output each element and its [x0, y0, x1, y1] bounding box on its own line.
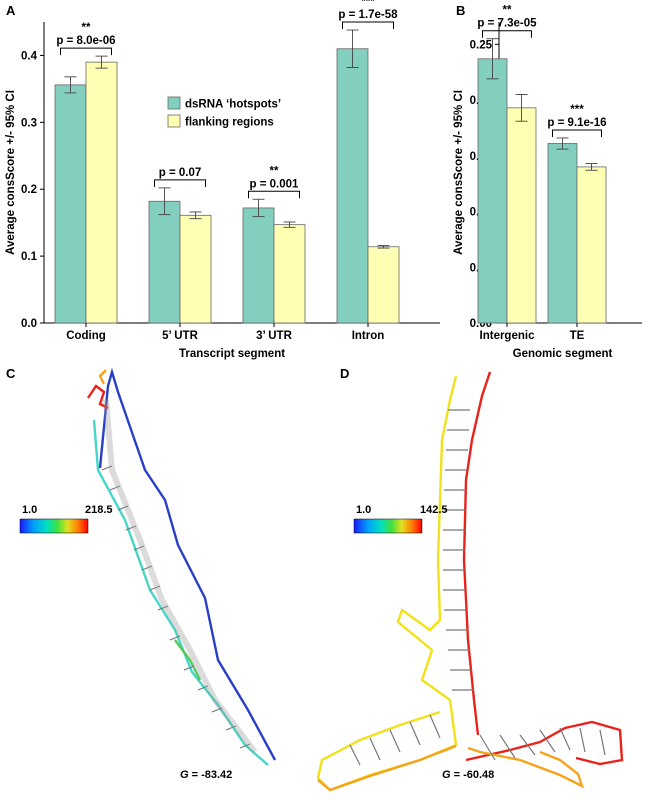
bar-intergenic-hotspots	[477, 58, 508, 324]
structure-c-outline-cyan	[92, 419, 269, 766]
significance-bracket	[248, 190, 300, 199]
panel-label-d: D	[340, 366, 349, 381]
legend-label-flanking: flanking regions	[185, 117, 274, 129]
significance-stars: **	[270, 165, 279, 177]
structure-c-outline-blue	[98, 367, 277, 761]
structure-c-outline-orange	[98, 369, 107, 385]
significance-bracket	[482, 30, 532, 38]
bar-coding-hotspots	[54, 84, 87, 324]
x-tick-label: Intergenic	[480, 330, 536, 342]
y-axis-title: Average consScore +/- 95% CI	[453, 90, 465, 255]
x-tick-label: Intron	[352, 330, 385, 342]
significance-stars: ***	[361, 0, 375, 8]
panel-label-a: A	[6, 3, 16, 18]
rna-structure-c: 1.0 218.5 G = -83.42	[19, 367, 277, 781]
x-tick-label: 5’ UTR	[162, 330, 198, 342]
structure-c-backbone	[103, 399, 258, 754]
y-tick-label: 0.4	[21, 50, 38, 62]
bar-3-utr-flanking	[273, 224, 306, 324]
bar-5-utr-flanking	[179, 214, 212, 324]
significance-bracket	[552, 129, 602, 137]
y-tick-label: 0.3	[21, 117, 37, 129]
bar-te-flanking	[576, 166, 607, 324]
color-scale-d-max: 142.5	[420, 504, 448, 516]
significance-stars: **	[82, 22, 91, 34]
x-tick-label: 3’ UTR	[256, 330, 292, 342]
x-tick-label: Coding	[66, 330, 106, 342]
bar-5-utr-hotspots	[148, 200, 181, 324]
structure-c-basepairs	[101, 465, 251, 749]
color-scale-c-bar	[19, 518, 89, 534]
bar-chart-transcript-segment: 0.0 0.1 0.2 0.3 0.4 Average consScore +/- 95%…	[5, 0, 440, 360]
structure-d-outline-orange	[317, 744, 585, 792]
significance-stars: ***	[570, 104, 584, 116]
p-value-label: p = 8.0e-06	[56, 35, 115, 47]
y-tick-label: 0.25	[470, 39, 493, 51]
rna-structure-d: 1.0 142.5 G = -60.48	[316, 371, 624, 792]
structure-c-outline-green	[174, 639, 202, 681]
y-axis-title: Average consScore +/- 95% CI	[5, 90, 17, 255]
panel-label-b: B	[456, 3, 465, 18]
structure-d-outline-red	[462, 371, 624, 766]
legend-label-hotspots: dsRNA ‘hotspots’	[185, 99, 281, 111]
bar-intron-hotspots	[336, 48, 369, 324]
p-value-label: p = 9.1e-16	[547, 117, 606, 129]
free-energy-d: G = -60.48	[442, 769, 494, 781]
structure-d-outline-yellow	[316, 375, 458, 792]
color-scale-c-min: 1.0	[22, 504, 37, 516]
bar-intergenic-flanking	[506, 107, 537, 324]
bar-3-utr-hotspots	[242, 207, 275, 324]
y-tick-label: 0.2	[21, 184, 37, 196]
legend-swatch-flanking	[167, 114, 181, 128]
p-value-label: p = 0.07	[159, 167, 202, 179]
y-tick-label: 0.1	[21, 251, 38, 263]
structure-d-basepairs	[349, 409, 606, 766]
color-scale-d-bar	[353, 518, 423, 534]
chart-legend: dsRNA ‘hotspots’ flanking regions	[167, 96, 281, 129]
significance-bracket	[60, 47, 112, 56]
color-scale-c-max: 218.5	[85, 504, 113, 516]
p-value-label: p = 0.001	[250, 178, 300, 190]
x-axis-title: Genomic segment	[513, 348, 613, 360]
x-tick-label: TE	[570, 330, 585, 342]
free-energy-c: G = -83.42	[180, 769, 232, 781]
bar-te-hotspots	[547, 143, 578, 324]
color-scale-d-min: 1.0	[356, 504, 371, 516]
p-value-label: p = 7.3e-05	[477, 18, 537, 30]
structure-c-outline-red	[87, 384, 109, 410]
y-tick-label: 0.0	[21, 318, 37, 330]
panel-label-c: C	[6, 366, 16, 381]
significance-bracket	[154, 179, 206, 187]
bar-coding-flanking	[85, 61, 118, 324]
x-axis-title: Transcript segment	[179, 348, 285, 360]
significance-stars: **	[503, 5, 512, 17]
significance-bracket	[342, 21, 394, 30]
bar-intron-flanking	[367, 246, 400, 324]
legend-swatch-hotspots	[167, 96, 181, 110]
p-value-label: p = 1.7e-58	[338, 9, 398, 21]
